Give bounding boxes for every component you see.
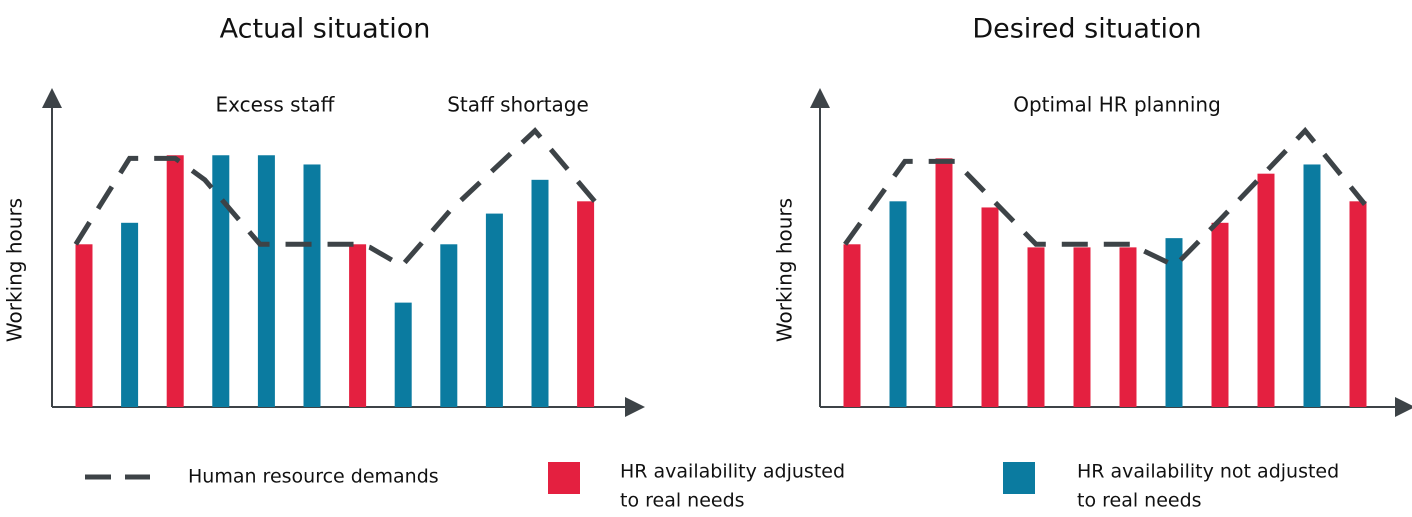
legend-label: to real needs (620, 490, 745, 512)
bar (1257, 173, 1275, 407)
legend-label: HR availability adjusted (620, 461, 845, 483)
bar (1073, 247, 1091, 407)
chart-title: Actual situation (220, 14, 431, 45)
legend-label: Human resource demands (188, 466, 439, 488)
bar (531, 179, 549, 407)
y-axis-label: Working hours (3, 198, 27, 342)
bar (349, 244, 367, 407)
bar (75, 244, 93, 407)
annotation: Staff shortage (447, 93, 589, 117)
bar (1303, 164, 1321, 407)
bar (1119, 247, 1137, 407)
bar (1165, 238, 1183, 407)
legend-label: to real needs (1077, 490, 1202, 512)
bar (485, 213, 503, 407)
demand-line (73, 127, 597, 269)
bar (577, 201, 595, 407)
legend-swatch (548, 462, 580, 494)
bar (1027, 247, 1045, 407)
bar (166, 155, 184, 407)
demand-line (843, 126, 1367, 269)
bar (1349, 201, 1367, 407)
annotation: Optimal HR planning (1013, 93, 1221, 117)
legend-swatch (1003, 462, 1035, 494)
y-axis-label: Working hours (773, 198, 797, 342)
bar (394, 302, 412, 407)
bar (440, 244, 458, 407)
legend-label: HR availability not adjusted (1077, 461, 1339, 483)
bar (981, 207, 999, 407)
bar (843, 244, 861, 407)
bar (212, 155, 230, 407)
bar (935, 158, 953, 407)
bar (303, 164, 321, 407)
bar (1211, 222, 1229, 407)
bar (889, 201, 907, 407)
annotation: Excess staff (216, 93, 336, 117)
bar (257, 155, 275, 407)
bar (121, 222, 139, 407)
chart-title: Desired situation (972, 14, 1201, 45)
